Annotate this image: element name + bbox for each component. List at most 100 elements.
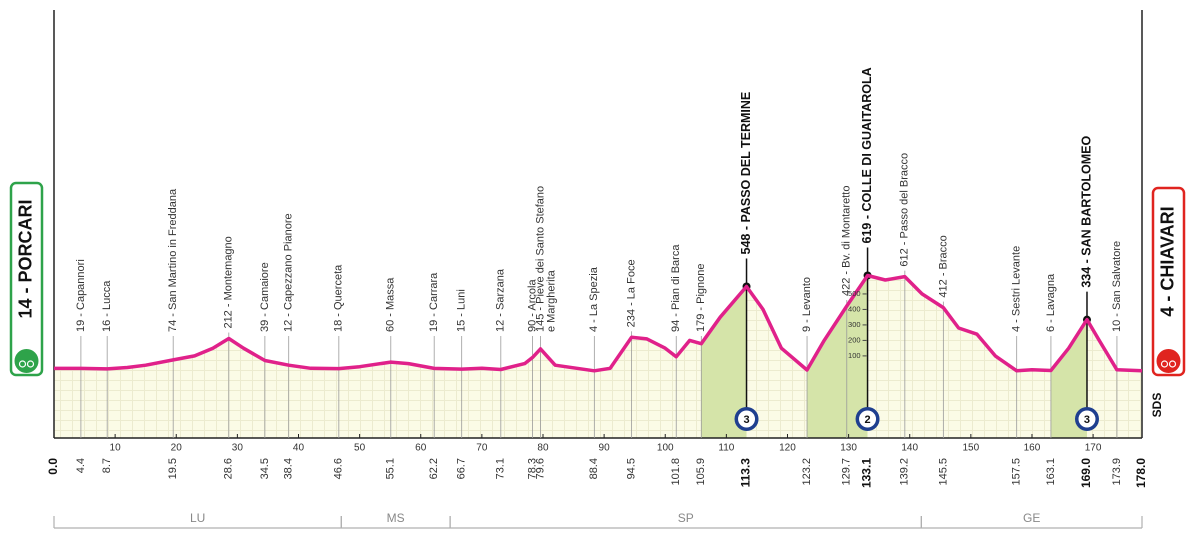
x-tick-label: 120: [779, 443, 796, 454]
km-label: 79.6: [534, 458, 546, 479]
climb-area: [1050, 319, 1087, 438]
waypoint-label: e Margherita: [545, 269, 557, 332]
km-label: 73.1: [495, 458, 507, 479]
waypoint-label: 4 - Sestri Levante: [1011, 246, 1023, 332]
waypoint-label: 15 - Luni: [456, 289, 468, 332]
km-label: 105.9: [695, 458, 707, 486]
x-tick-label: 160: [1024, 443, 1041, 454]
x-tick-label: 50: [354, 443, 366, 454]
waypoint-label: 18 - Querceta: [333, 264, 345, 332]
x-tick-label: 10: [110, 443, 122, 454]
x-tick-label: 170: [1085, 443, 1102, 454]
x-tick-label: 30: [232, 443, 244, 454]
km-label: 129.7: [841, 458, 853, 486]
km-label: 94.5: [626, 458, 638, 479]
waypoint-label: 612 - Passo del Bracco: [899, 153, 911, 267]
km-label: 0.0: [46, 458, 60, 475]
km-label: 19.5: [167, 458, 179, 479]
x-tick-label: 90: [599, 443, 611, 454]
start-badge: [9, 181, 44, 377]
finish-icon: [1156, 349, 1181, 373]
km-label: 169.0: [1079, 458, 1093, 488]
x-tick-label: 60: [415, 443, 427, 454]
category-badge-inner: [859, 410, 877, 428]
profile-line: [54, 273, 1143, 373]
y-tick-label: 300: [848, 320, 861, 329]
category-label: 2: [864, 414, 870, 426]
start-icon-wheel: [18, 360, 27, 368]
climb-label: 548 - PASSO DEL TERMINE: [739, 92, 753, 255]
region-label: GE: [1023, 511, 1040, 525]
waypoint-label: 16 - Lucca: [101, 280, 113, 332]
region-label: MS: [387, 511, 405, 525]
km-label: 88.4: [588, 458, 600, 479]
waypoint-label: 212 - Montemagno: [223, 236, 235, 328]
start-icon-wheel: [26, 360, 35, 368]
waypoint-label: 39 - Camaiore: [259, 262, 271, 332]
climb-area: [701, 286, 747, 438]
km-label: 157.5: [1011, 458, 1023, 486]
km-label: 123.2: [801, 458, 813, 486]
region-label: SP: [678, 511, 694, 525]
km-label: 101.8: [670, 458, 682, 486]
waypoint-label: 12 - Capezzano Pianore: [283, 213, 295, 332]
logo: SDS: [1150, 393, 1164, 418]
finish-label: 4 - CHIAVARI: [1157, 206, 1177, 316]
y-tick-label: 200: [848, 335, 861, 344]
km-label: 163.1: [1045, 458, 1057, 486]
waypoint-label: 9 - Levanto: [801, 277, 813, 332]
region-label: LU: [190, 511, 205, 525]
start-icon: [14, 349, 39, 373]
waypoint-label: 12 - Sarzana: [495, 268, 507, 332]
waypoint-label: 412 - Bracco: [937, 235, 949, 297]
climb-area: [807, 275, 868, 438]
finish-icon-wheel: [1168, 360, 1177, 368]
x-tick-label: 130: [840, 443, 857, 454]
waypoint-label: 6 - Lavagna: [1045, 273, 1057, 332]
x-tick-label: 80: [537, 443, 549, 454]
waypoint-label: 60 - Massa: [385, 277, 397, 332]
km-label: 113.3: [739, 458, 753, 488]
waypoint-label: 74 - San Martino in Freddana: [167, 188, 179, 332]
km-label: 145.5: [937, 458, 949, 486]
km-label: 139.2: [899, 458, 911, 486]
waypoint-label: 234 - La Foce: [626, 259, 638, 327]
km-label: 46.6: [333, 458, 345, 479]
km-label: 66.7: [456, 458, 468, 479]
category-label: 3: [1084, 414, 1090, 426]
waypoint-label: 90 - Arcola: [527, 279, 539, 332]
x-tick-label: 20: [171, 443, 183, 454]
category-badge-inner: [1078, 410, 1096, 428]
x-tick-label: 100: [657, 443, 674, 454]
km-label: 8.7: [101, 458, 113, 473]
km-label: 178.0: [1134, 458, 1148, 488]
km-label: 62.2: [428, 458, 440, 479]
category-badge-inner: [738, 410, 756, 428]
finish-icon-wheel: [1160, 360, 1169, 368]
y-tick-label: 400: [848, 304, 861, 313]
waypoint-label: 179 - Pignone: [695, 264, 707, 333]
waypoint-label: 145 - Pieve dei Santo Stefano: [534, 186, 546, 332]
waypoint-label: 10 - San Salvatore: [1111, 241, 1123, 332]
km-label: 133.1: [860, 458, 874, 488]
km-label: 173.9: [1111, 458, 1123, 486]
waypoint-label: 19 - Carrara: [428, 272, 440, 332]
climb-label: 334 - SAN BARTOLOMEO: [1079, 135, 1093, 287]
waypoint-label: 94 - Pian di Barca: [670, 244, 682, 332]
x-tick-label: 70: [476, 443, 488, 454]
km-label: 55.1: [385, 458, 397, 479]
waypoint-label: 19 - Capannori: [75, 259, 87, 332]
start-label: 14 - PORCARI: [15, 199, 35, 318]
km-label: 78.3: [527, 458, 539, 479]
x-tick-label: 150: [963, 443, 980, 454]
km-label: 38.4: [283, 458, 295, 479]
x-tick-label: 110: [718, 443, 734, 454]
x-tick-label: 40: [293, 443, 305, 454]
y-tick-label: 500: [848, 289, 861, 298]
km-label: 34.5: [259, 458, 271, 479]
waypoint-label: 422 - Bv. di Montaretto: [841, 186, 853, 296]
km-label: 28.6: [223, 458, 235, 479]
y-tick-label: 100: [848, 351, 861, 360]
category-label: 3: [743, 414, 749, 426]
